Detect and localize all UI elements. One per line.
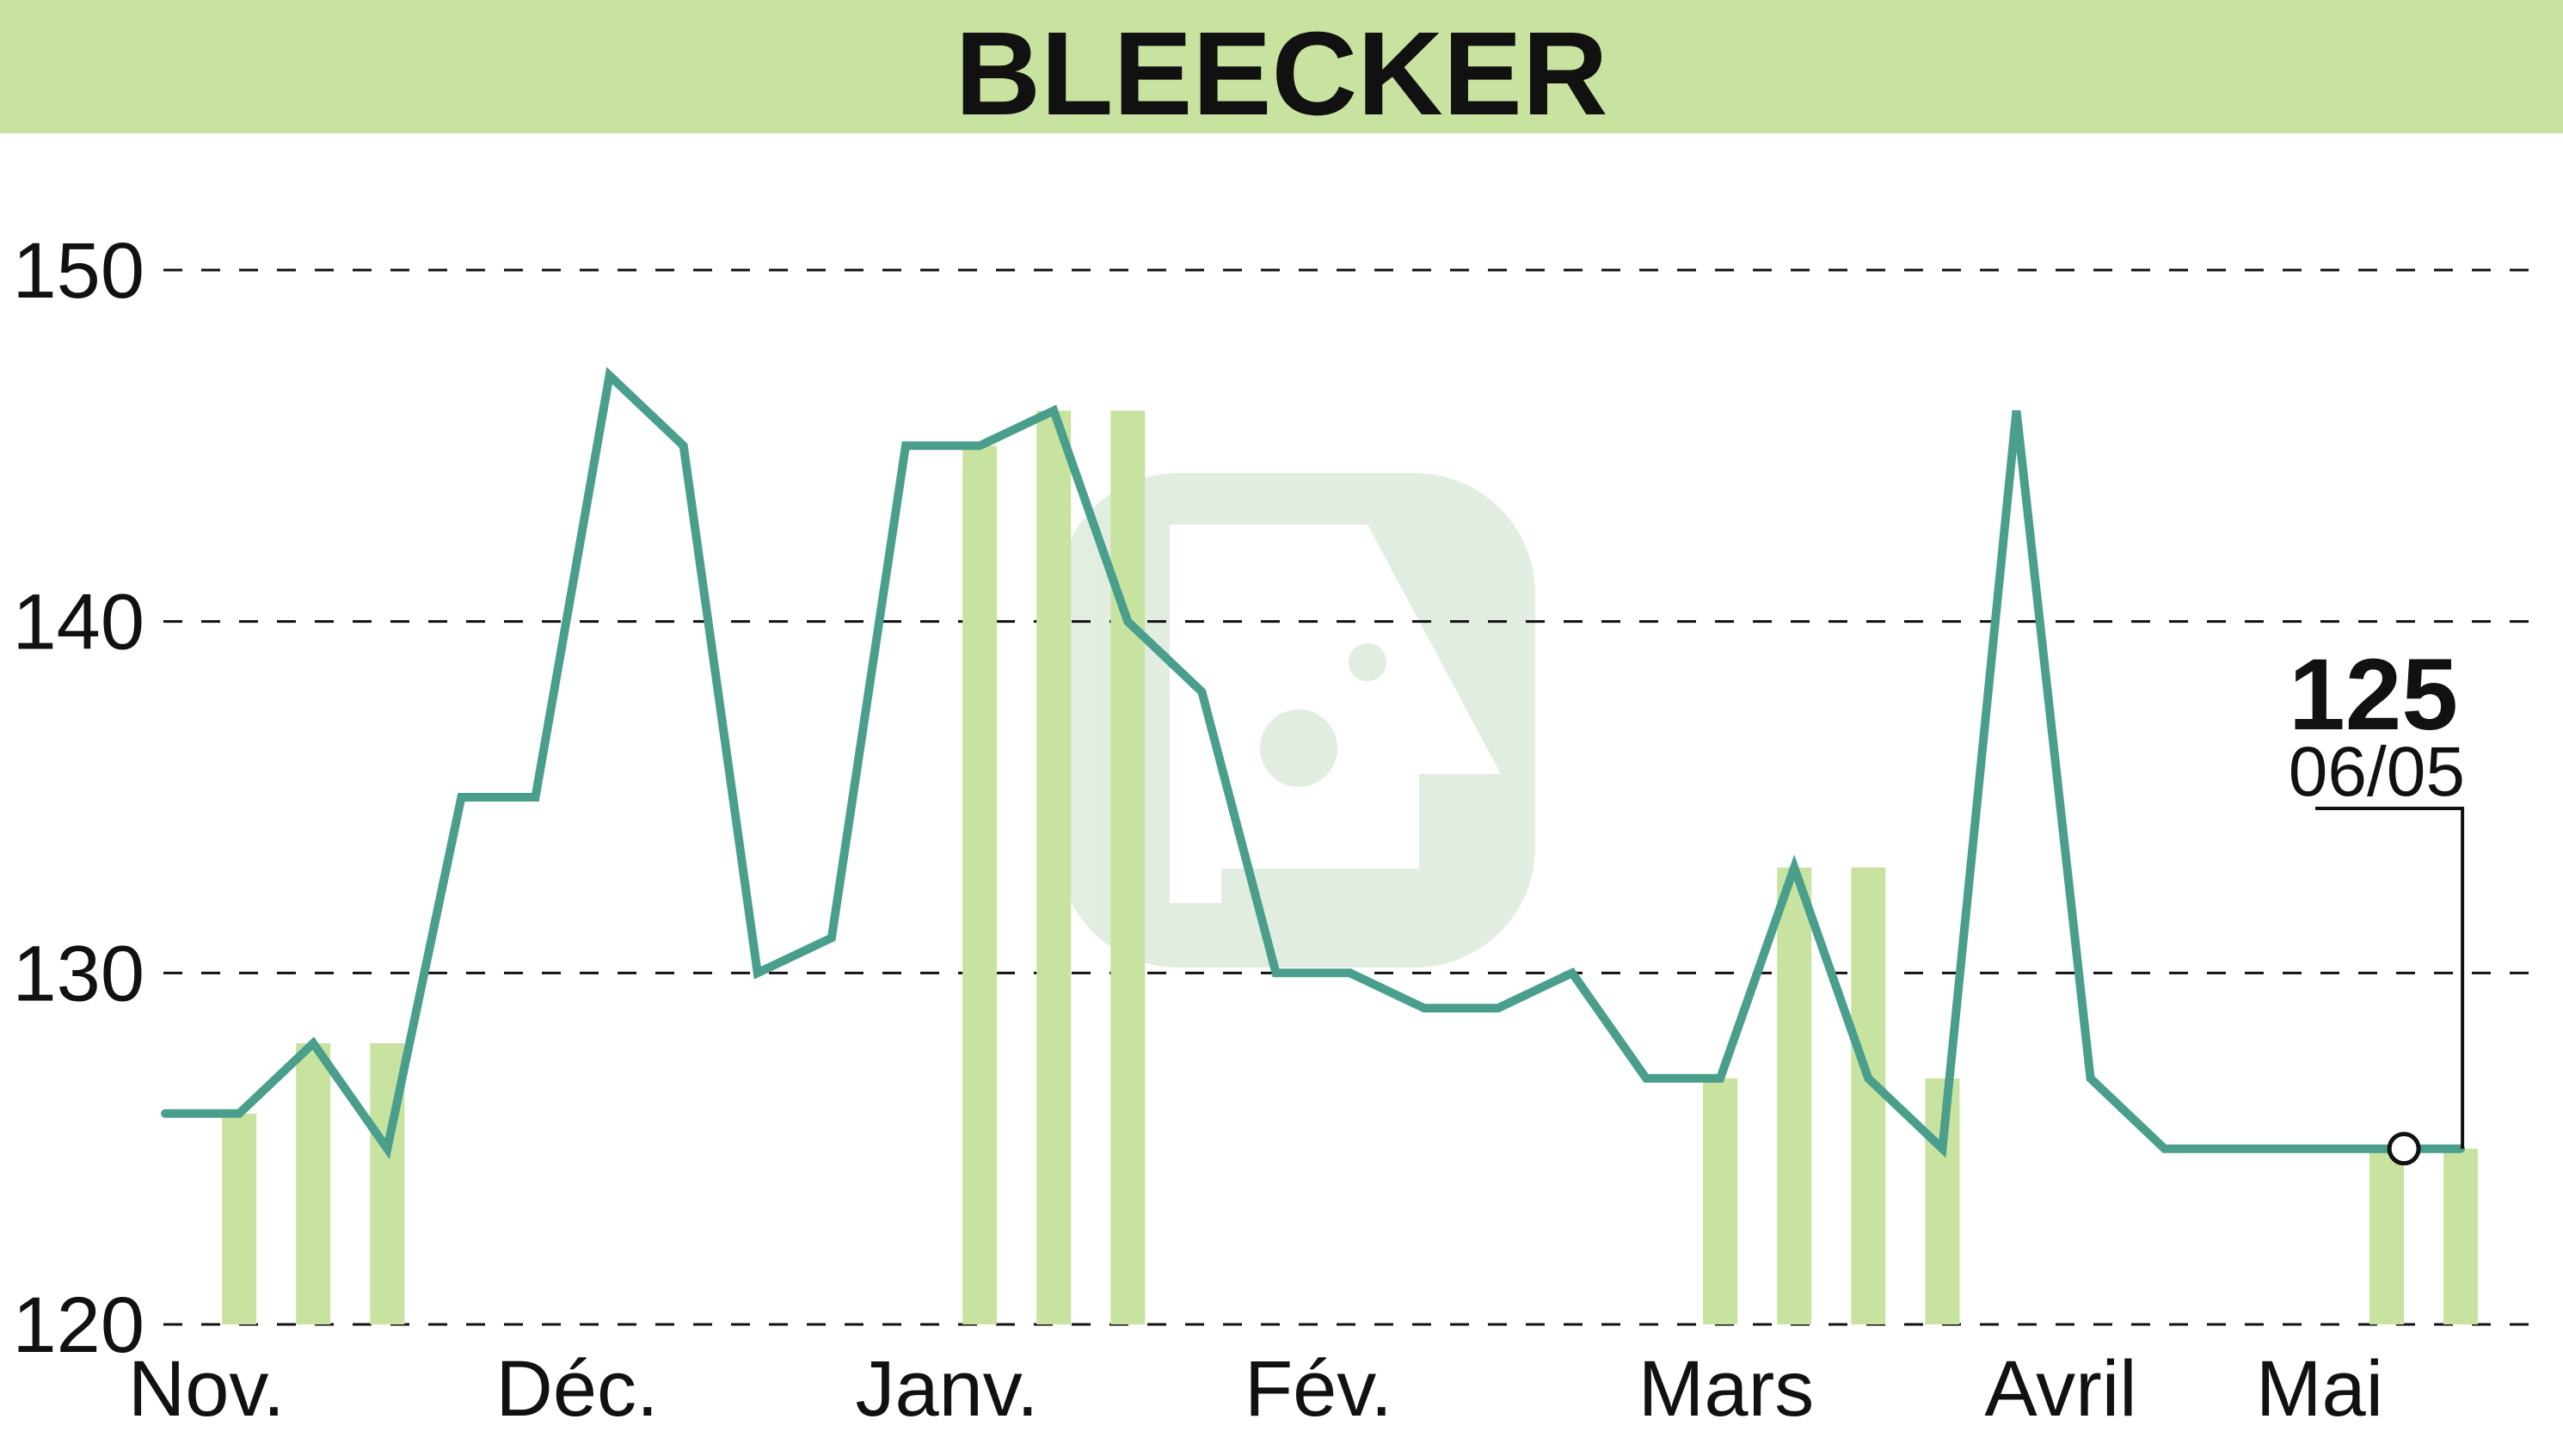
volume-bar	[2443, 1148, 2479, 1324]
x-month-label: Mars	[1638, 1345, 1814, 1433]
volume-bar	[962, 445, 998, 1324]
last-value-marker	[2387, 1132, 2421, 1166]
x-month-label: Avril	[1984, 1345, 2136, 1433]
volume-bar	[1703, 1078, 1738, 1324]
x-month-label: Mai	[2256, 1345, 2383, 1433]
y-tick-label-150: 150	[13, 227, 145, 315]
last-value-callout-line	[2315, 807, 2465, 1149]
y-tick-label-140: 140	[13, 579, 145, 667]
volume-bar	[1110, 410, 1146, 1324]
y-tick-label-120: 120	[13, 1281, 145, 1369]
volume-bar	[2369, 1148, 2404, 1324]
watermark-logo-icon	[1058, 473, 1535, 968]
x-month-label: Nov.	[128, 1345, 285, 1433]
y-tick-label-130: 130	[13, 930, 145, 1017]
x-axis-month-labels: Nov. Déc. Janv. Fév. Mars Avril Mai	[128, 1345, 2383, 1433]
last-date-label: 06/05	[2289, 733, 2465, 811]
x-month-label: Déc.	[495, 1345, 658, 1433]
y-axis-ticks: 120 130 140 150	[13, 227, 145, 1369]
x-month-label: Fév.	[1245, 1345, 1392, 1433]
x-month-label: Janv.	[855, 1345, 1038, 1433]
title-bar	[0, 0, 2563, 133]
volume-bars	[222, 410, 2479, 1324]
volume-bar	[1851, 867, 1886, 1324]
volume-bar	[1036, 410, 1072, 1324]
chart-title: BLEECKER	[955, 8, 1607, 140]
price-series-line	[161, 366, 2466, 1159]
volume-bar	[222, 1113, 257, 1324]
volume-bar	[1777, 867, 1812, 1324]
volume-bar	[296, 1043, 331, 1324]
last-value-label: 125	[2289, 638, 2458, 752]
